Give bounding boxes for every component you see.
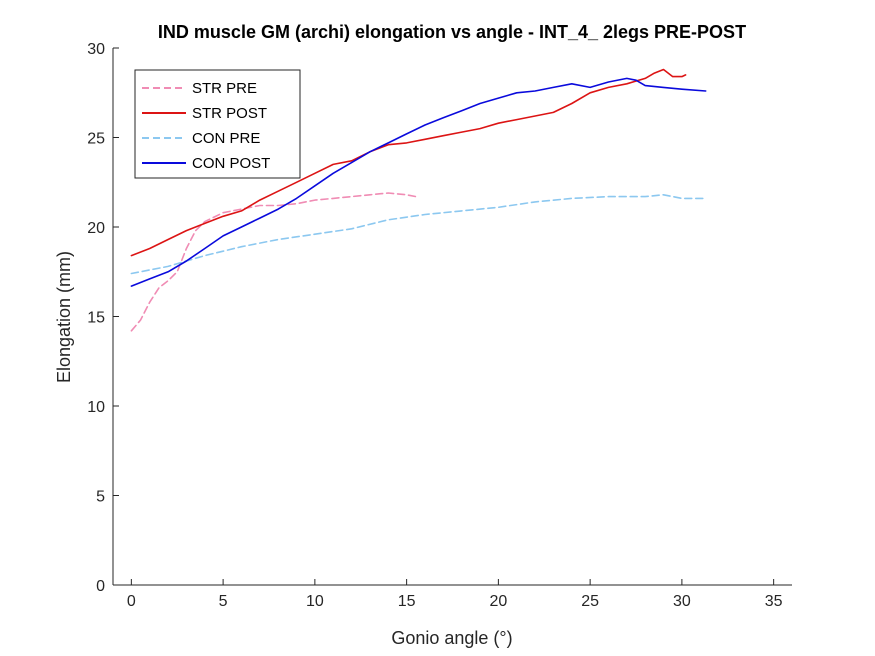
y-tick-label: 25 (87, 131, 105, 148)
y-ticks: 0 5 10 15 20 25 30 (87, 41, 119, 595)
series-line-con-pre (130, 194, 707, 275)
series-layer (130, 68, 707, 332)
legend-label: CON PRE (192, 130, 260, 147)
x-tick-label: 0 (127, 593, 136, 610)
series-line-con-post (130, 77, 707, 287)
y-tick-label: 15 (87, 310, 105, 327)
y-tick-label: 5 (96, 489, 105, 506)
y-tick-label: 30 (87, 41, 105, 58)
x-ticks: 0 5 10 15 20 25 30 35 (127, 579, 783, 610)
y-tick-label: 10 (87, 399, 105, 416)
series-line-str-pre (130, 192, 417, 332)
legend-label: STR POST (192, 105, 267, 122)
x-axis-label: Gonio angle (°) (391, 628, 512, 648)
x-tick-label: 10 (306, 593, 324, 610)
x-tick-label: 15 (398, 593, 416, 610)
legend-label: CON POST (192, 155, 270, 172)
y-axis-label: Elongation (mm) (54, 251, 74, 383)
y-tick-label: 0 (96, 578, 105, 595)
x-tick-label: 5 (219, 593, 228, 610)
x-tick-label: 20 (489, 593, 507, 610)
legend-label: STR PRE (192, 80, 257, 97)
chart-title: IND muscle GM (archi) elongation vs angl… (158, 22, 746, 42)
y-tick-label: 20 (87, 220, 105, 237)
legend: STR PRE STR POST CON PRE CON POST (134, 69, 301, 179)
x-tick-label: 25 (581, 593, 599, 610)
x-tick-label: 35 (765, 593, 783, 610)
x-tick-label: 30 (673, 593, 691, 610)
legend-box (134, 69, 301, 179)
